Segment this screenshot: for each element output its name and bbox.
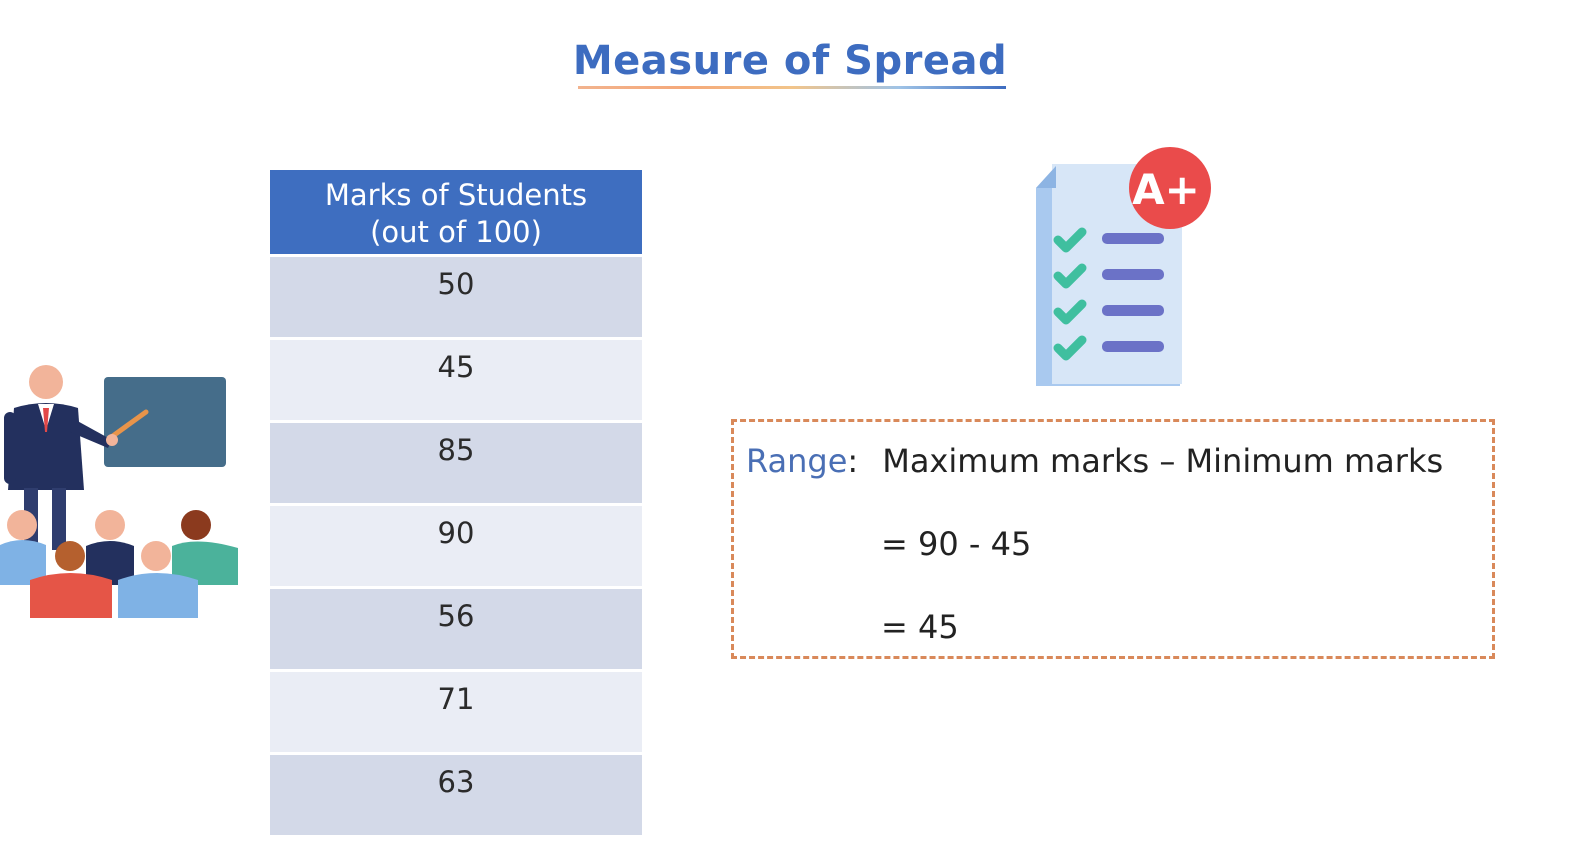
range-definition: Maximum marks – Minimum marks — [882, 442, 1444, 480]
table-header-line1: Marks of Students — [324, 178, 588, 212]
table-row: 50 — [270, 257, 642, 337]
table-row: 85 — [270, 423, 642, 503]
grade-a-plus-badge — [1129, 147, 1211, 229]
table-row: 71 — [270, 672, 642, 752]
range-label: Range — [746, 442, 848, 480]
range-formula-box: Range: Maximum marks – Minimum marks = 90… — [731, 419, 1495, 659]
table-row: 90 — [270, 506, 642, 586]
range-colon: : — [847, 442, 859, 480]
table-row: 45 — [270, 340, 642, 420]
range-definition-line: Range: Maximum marks – Minimum marks — [746, 442, 1443, 480]
teacher-classroom-illustration — [0, 365, 238, 618]
check-icon — [1053, 227, 1164, 361]
range-step-2: = 45 — [881, 608, 959, 646]
marks-table: Marks of Students (out of 100) 50 45 85 … — [270, 170, 642, 835]
grade-badge-text: A+ — [1132, 165, 1200, 214]
page-title: Measure of Spread — [572, 38, 1008, 84]
range-step-1: = 90 - 45 — [881, 525, 1032, 563]
title-underline — [578, 86, 1006, 89]
table-header: Marks of Students (out of 100) — [270, 170, 642, 254]
table-row: 63 — [270, 755, 642, 835]
report-card-icon: A+ — [1036, 147, 1211, 386]
table-row: 56 — [270, 589, 642, 669]
table-header-line2: (out of 100) — [370, 215, 542, 249]
